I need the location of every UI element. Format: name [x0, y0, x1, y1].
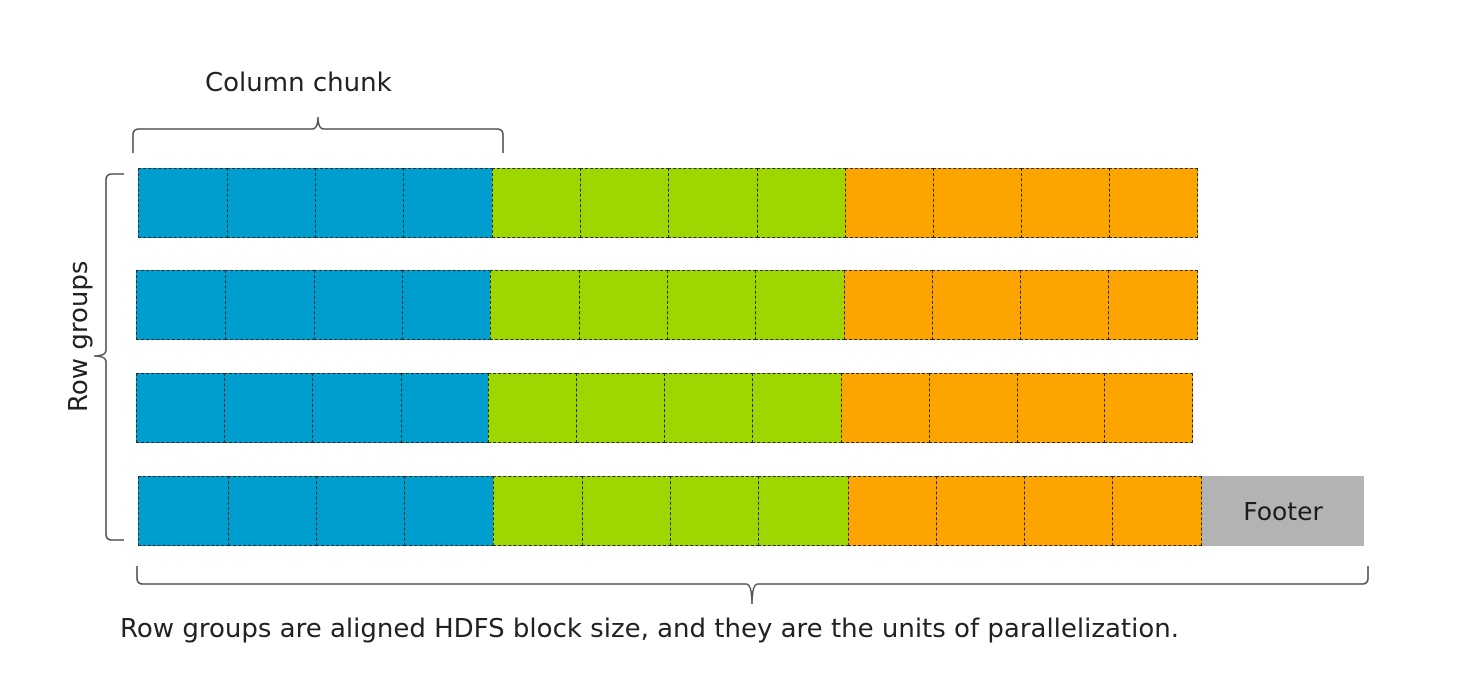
page-cell — [402, 270, 491, 340]
page-cell — [403, 168, 493, 238]
page-cell — [401, 373, 489, 443]
page-cell — [492, 168, 581, 238]
page-cell — [490, 270, 580, 340]
page-cell — [670, 476, 759, 546]
page-cell — [404, 476, 494, 546]
footer-block: Footer — [1202, 476, 1364, 546]
page-cell — [664, 373, 753, 443]
page-cell — [1024, 476, 1113, 546]
row-group-2 — [136, 270, 1198, 340]
page-cell — [1021, 168, 1110, 238]
page-cell — [227, 168, 316, 238]
page-cell — [844, 270, 933, 340]
page-cell — [493, 476, 583, 546]
row-groups-brace — [93, 173, 124, 541]
row-group-3 — [136, 373, 1193, 443]
caption: Row groups are aligned HDFS block size, … — [120, 614, 1179, 644]
page-cell — [848, 476, 937, 546]
page-cell — [845, 168, 934, 238]
page-cell — [667, 270, 756, 340]
page-cell — [755, 270, 845, 340]
page-cell — [314, 270, 403, 340]
column-chunk-label: Column chunk — [205, 68, 392, 98]
page-cell — [224, 373, 313, 443]
column-chunk-brace — [132, 116, 504, 153]
page-cell — [936, 476, 1025, 546]
file-width-brace — [136, 566, 1369, 605]
page-cell — [933, 168, 1022, 238]
page-cell — [579, 270, 668, 340]
page-cell — [580, 168, 669, 238]
page-cell — [576, 373, 665, 443]
page-cell — [1108, 270, 1198, 340]
page-cell — [1109, 168, 1198, 238]
page-cell — [1017, 373, 1105, 443]
page-cell — [1104, 373, 1193, 443]
page-cell — [668, 168, 758, 238]
page-cell — [138, 476, 229, 546]
page-cell — [316, 476, 405, 546]
page-cell — [136, 270, 226, 340]
page-cell — [315, 168, 404, 238]
page-cell — [841, 373, 930, 443]
row-groups-label: Row groups — [64, 260, 94, 412]
page-cell — [138, 168, 228, 238]
row-group-4: Footer — [138, 476, 1364, 546]
page-cell — [488, 373, 577, 443]
page-cell — [929, 373, 1018, 443]
page-cell — [225, 270, 315, 340]
page-cell — [757, 168, 846, 238]
page-cell — [312, 373, 402, 443]
page-cell — [932, 270, 1021, 340]
page-cell — [228, 476, 317, 546]
row-group-1 — [138, 168, 1198, 238]
footer-label: Footer — [1243, 496, 1323, 526]
page-cell — [582, 476, 671, 546]
page-cell — [136, 373, 225, 443]
page-cell — [758, 476, 849, 546]
page-cell — [752, 373, 842, 443]
page-cell — [1112, 476, 1202, 546]
page-cell — [1020, 270, 1109, 340]
